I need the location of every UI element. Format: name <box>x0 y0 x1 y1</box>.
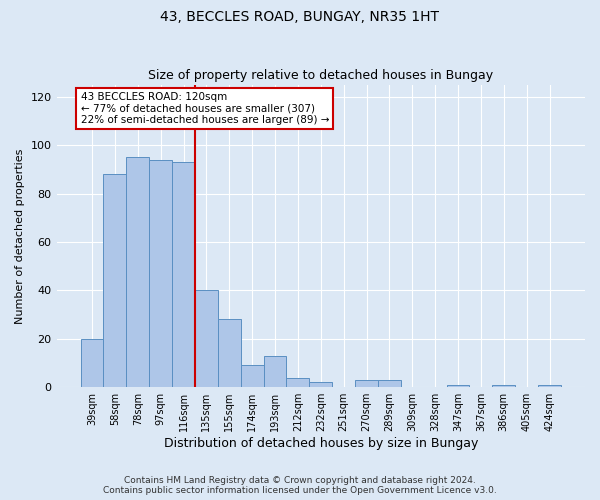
Y-axis label: Number of detached properties: Number of detached properties <box>15 148 25 324</box>
Bar <box>310 382 332 387</box>
Text: Contains HM Land Registry data © Crown copyright and database right 2024.
Contai: Contains HM Land Registry data © Crown c… <box>103 476 497 495</box>
Bar <box>149 160 172 387</box>
Bar <box>446 385 469 387</box>
Bar <box>172 162 195 387</box>
Bar <box>538 385 561 387</box>
Bar <box>286 378 310 387</box>
Text: 43 BECCLES ROAD: 120sqm
← 77% of detached houses are smaller (307)
22% of semi-d: 43 BECCLES ROAD: 120sqm ← 77% of detache… <box>80 92 329 125</box>
Text: 43, BECCLES ROAD, BUNGAY, NR35 1HT: 43, BECCLES ROAD, BUNGAY, NR35 1HT <box>161 10 439 24</box>
Bar <box>241 366 263 387</box>
Bar <box>378 380 401 387</box>
Bar <box>195 290 218 387</box>
Bar <box>218 320 241 387</box>
Title: Size of property relative to detached houses in Bungay: Size of property relative to detached ho… <box>148 69 493 82</box>
Bar <box>263 356 286 387</box>
Bar <box>80 339 103 387</box>
Bar <box>103 174 127 387</box>
X-axis label: Distribution of detached houses by size in Bungay: Distribution of detached houses by size … <box>164 437 478 450</box>
Bar <box>493 385 515 387</box>
Bar <box>355 380 378 387</box>
Bar <box>127 157 149 387</box>
